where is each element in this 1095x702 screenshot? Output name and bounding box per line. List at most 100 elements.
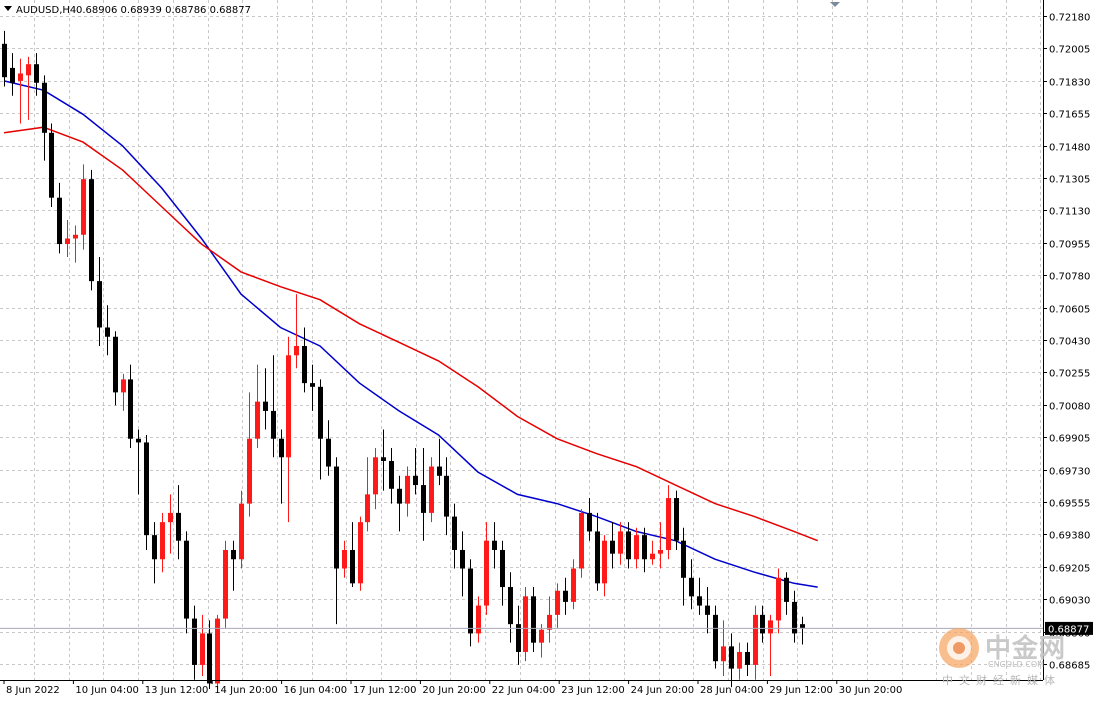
price-tick-label: 0.69380: [1049, 531, 1090, 542]
candle: [405, 466, 410, 517]
candle: [184, 531, 189, 634]
candle-body: [65, 238, 70, 245]
candle-body: [358, 522, 363, 584]
price-tick-label: 0.69030: [1049, 596, 1090, 607]
candle: [642, 527, 647, 573]
candle: [207, 620, 212, 690]
dropdown-triangle-icon[interactable]: [4, 6, 12, 11]
candle: [539, 624, 544, 658]
candle-body: [468, 568, 473, 634]
candle-body: [626, 531, 631, 560]
candle: [737, 642, 742, 680]
time-tick-label: 16 Jun 04:00: [284, 685, 348, 696]
candle: [658, 522, 663, 569]
candle: [358, 516, 363, 591]
candle: [697, 577, 702, 615]
candle: [713, 605, 718, 669]
moving-averages: [3, 80, 818, 588]
candle: [192, 605, 197, 680]
candle: [10, 53, 15, 96]
shift-marker-icon[interactable]: [830, 2, 840, 7]
candle-body: [713, 614, 718, 662]
time-tick-label: 10 Jun 04:00: [75, 685, 139, 696]
candle: [634, 527, 639, 569]
candle: [302, 327, 307, 393]
time-tick-label: 14 Jun 20:00: [214, 685, 278, 696]
candle-body: [381, 457, 386, 461]
candle-body: [413, 475, 418, 486]
candle: [705, 587, 710, 634]
candle-body: [602, 540, 607, 584]
candle-body: [121, 379, 126, 393]
candle-body: [563, 590, 568, 602]
candle: [508, 572, 513, 643]
candle: [745, 642, 750, 677]
candle: [468, 559, 473, 647]
price-tick-label: 0.70255: [1049, 369, 1090, 380]
candle-body: [460, 549, 465, 569]
price-tick-label: 0.71655: [1049, 110, 1090, 121]
candle-body: [658, 549, 663, 554]
candle-body: [57, 197, 62, 245]
candle-body: [516, 624, 521, 652]
candle-body: [310, 383, 315, 387]
candle-body: [81, 179, 86, 235]
candle-body: [674, 498, 679, 541]
candle: [484, 522, 489, 615]
candle-body: [642, 535, 647, 560]
candle: [342, 540, 347, 578]
price-tick-label: 0.70955: [1049, 240, 1090, 251]
price-tick-label: 0.71305: [1049, 175, 1090, 186]
candle-body: [784, 577, 789, 602]
candle-body: [286, 355, 291, 458]
candle-body: [484, 540, 489, 606]
candle-body: [326, 438, 331, 467]
candle-body: [429, 466, 434, 513]
candle-body: [255, 401, 260, 439]
candle-body: [73, 234, 78, 239]
candle-body: [294, 346, 299, 356]
candle: [200, 614, 205, 677]
candle-body: [105, 327, 110, 337]
candle-body: [689, 577, 694, 597]
candle: [279, 429, 284, 504]
candle: [326, 420, 331, 476]
candle-body: [760, 614, 765, 634]
candle: [776, 568, 781, 634]
candle: [373, 448, 378, 510]
candle-body: [200, 633, 205, 665]
candle-body: [666, 498, 671, 550]
candle-body: [247, 438, 252, 504]
candle-body: [184, 540, 189, 619]
candle-body: [705, 605, 710, 615]
candle-body: [579, 512, 584, 569]
candle-body: [697, 596, 702, 606]
candle: [389, 448, 394, 504]
candle: [49, 123, 54, 207]
price-tick-label: 0.72180: [1049, 13, 1090, 24]
candle: [681, 527, 686, 606]
candle: [729, 633, 734, 688]
candle: [160, 512, 165, 573]
candle: [310, 364, 315, 411]
candle-body: [389, 460, 394, 489]
candle-body: [192, 618, 197, 665]
price-tick-label: 0.70605: [1049, 305, 1090, 316]
candle: [247, 392, 252, 517]
time-tick-label: 22 Jun 04:00: [492, 685, 556, 696]
candle-body: [768, 620, 773, 634]
candle: [460, 531, 465, 597]
candle: [215, 614, 220, 690]
candle: [666, 485, 671, 560]
candle: [650, 540, 655, 565]
candle-body: [42, 82, 47, 133]
candle: [563, 577, 568, 615]
candle: [674, 490, 679, 550]
watermark-brand: 中金网: [985, 634, 1067, 664]
candle-body: [587, 512, 592, 532]
candle-body: [334, 466, 339, 569]
candle: [547, 596, 552, 643]
